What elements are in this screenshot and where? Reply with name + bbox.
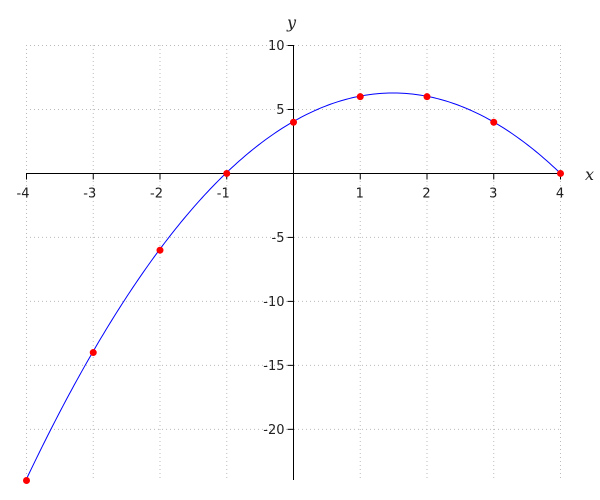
data-point xyxy=(156,246,164,254)
x-tick-label: 4 xyxy=(556,186,564,201)
y-tick-label: -20 xyxy=(263,423,284,438)
data-point xyxy=(423,93,431,101)
x-tick-label: 1 xyxy=(356,186,364,201)
y-axis-label: y xyxy=(286,13,297,32)
y-tick-label: -10 xyxy=(263,295,284,310)
data-points xyxy=(23,93,564,484)
y-tick-label: 5 xyxy=(276,103,284,118)
x-tick-label: 3 xyxy=(489,186,497,201)
x-tick-label: -2 xyxy=(150,186,163,201)
data-point xyxy=(356,93,364,101)
axes xyxy=(26,45,561,480)
data-point xyxy=(89,349,97,357)
x-tick-label: -1 xyxy=(217,186,230,201)
x-axis-label: x xyxy=(585,165,594,184)
y-tick-label: -15 xyxy=(263,359,284,374)
x-tick-label: -4 xyxy=(17,186,30,201)
y-tick-label: -5 xyxy=(272,231,285,246)
data-point xyxy=(223,169,231,177)
y-tick-label: 10 xyxy=(268,39,285,54)
x-tick-label: 2 xyxy=(422,186,430,201)
x-tick-label: -3 xyxy=(83,186,96,201)
grid xyxy=(26,45,561,480)
tick-labels: -4 -3 -2 -1 1 2 3 4 10 5 -5 -10 -15 -20 xyxy=(17,39,565,438)
data-point xyxy=(23,477,30,484)
data-point xyxy=(490,118,498,126)
data-point xyxy=(557,169,564,177)
data-point xyxy=(290,118,297,126)
